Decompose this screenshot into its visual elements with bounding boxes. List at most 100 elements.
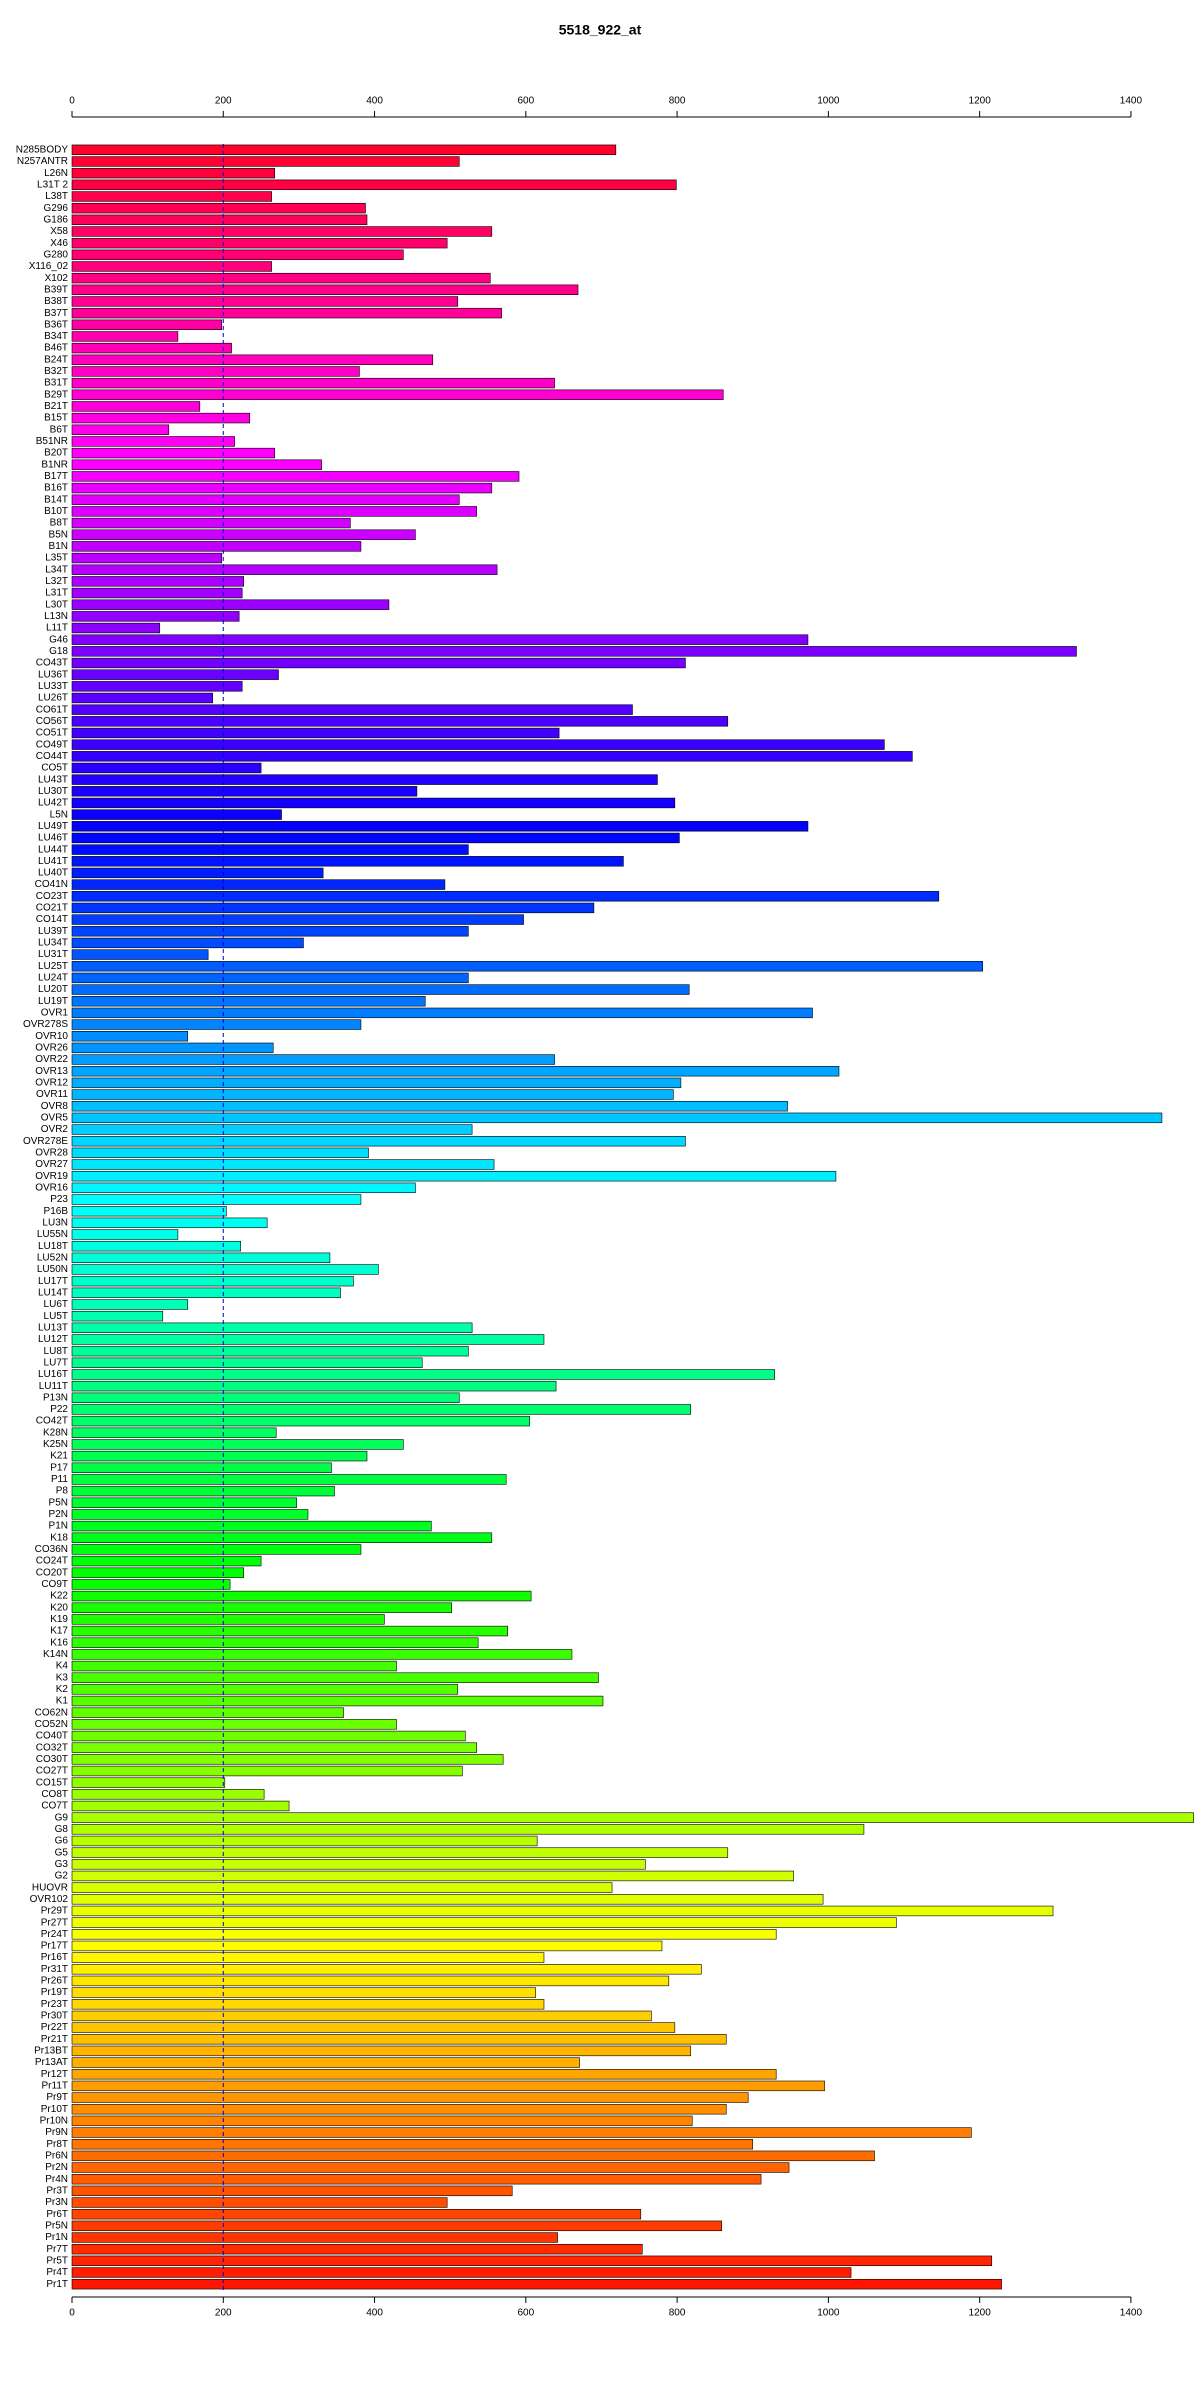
y-tick-label: B14T [44,494,68,505]
y-tick-label: CO44T [36,751,68,762]
y-tick-label: OVR10 [35,1031,68,1042]
y-tick-label: Pr26T [41,1976,68,1987]
y-tick-label: B24T [44,354,68,365]
y-tick-label: Pr8T [46,2139,68,2150]
bar [71,809,282,820]
bar [71,156,460,167]
y-tick-label: CO30T [36,1754,68,1765]
bar [71,1450,368,1462]
y-tick-label: Pr1T [46,2279,68,2290]
bar [71,2045,692,2057]
bar [71,961,983,972]
bar [71,1334,545,1345]
bar [71,996,426,1007]
bar [71,436,235,447]
y-tick-label: LU20T [38,984,68,995]
y-tick-label: P1N [49,1521,68,1532]
bar [71,1007,813,1019]
bar [71,599,390,610]
bar [71,447,276,459]
y-tick-label: LU50N [37,1264,68,1275]
bar [71,1812,1195,1823]
bar [71,377,555,389]
x-tick-label: 1200 [969,2308,992,2319]
y-tick-label: CO51T [36,728,68,739]
bar [71,2220,723,2232]
bar [71,412,251,424]
bar [71,1964,702,1975]
y-tick-label: G296 [44,203,69,214]
bar [71,2267,852,2278]
x-tick-label: 200 [215,2308,232,2319]
bar [71,926,469,937]
y-tick-label: K3 [56,1672,69,1683]
y-tick-label: Pr6T [46,2209,68,2220]
y-tick-label: Pr2N [45,2162,68,2173]
y-tick-label: P22 [50,1404,68,1415]
y-tick-label: CO23T [36,891,68,902]
x-tick-label: 800 [669,96,686,107]
bar [71,564,498,575]
y-tick-label: Pr30T [41,2011,68,2022]
bar [71,891,940,902]
x-tick-label: 1200 [969,96,992,107]
y-tick-label: K1 [56,1696,69,1707]
bar [71,739,885,750]
bar [71,2022,676,2033]
bar [71,249,404,260]
bar [71,2162,790,2173]
x-tick-label: 600 [517,96,534,107]
bar [71,517,351,529]
bar [71,914,524,925]
bar [71,984,690,995]
y-tick-label: P5N [49,1497,68,1508]
bar [71,1392,460,1403]
y-tick-label: LU16T [38,1369,68,1380]
bar [71,1345,469,1357]
bar [71,1462,332,1473]
bar [71,179,677,191]
bar [71,1859,646,1870]
y-tick-label: K28N [43,1427,68,1438]
y-tick-label: CO62N [35,1707,68,1718]
y-tick-label: K25N [43,1439,68,1450]
x-tick-label: 600 [517,2308,534,2319]
bar [71,1089,674,1100]
bar [71,1439,404,1450]
bar [71,354,434,365]
bar [71,1299,189,1310]
y-tick-label: G6 [55,1836,69,1847]
bar [71,797,676,809]
bar [71,2197,448,2208]
bar [71,2139,754,2150]
y-tick-label: B37T [44,308,68,319]
bar [71,832,680,844]
bar [71,692,213,704]
y-tick-label: K19 [50,1614,68,1625]
bar [71,2034,727,2045]
bar [71,237,448,249]
y-tick-label: L30T [45,599,68,610]
y-tick-label: LU43T [38,774,68,785]
bar [71,1369,775,1380]
bar [71,634,809,645]
y-tick-label: P8 [56,1486,69,1497]
y-tick-label: CO32T [36,1742,68,1753]
y-tick-label: B36T [44,319,68,330]
bar [71,1229,179,1240]
bar [71,296,459,307]
y-tick-label: OVR12 [35,1078,68,1089]
x-tick-label: 0 [69,2308,75,2319]
y-tick-label: B8T [50,518,68,529]
y-tick-label: K21 [50,1451,68,1462]
bar [71,1404,692,1415]
bar [71,471,520,482]
y-tick-label: B6T [50,424,68,435]
bar [71,1135,686,1147]
y-tick-label: OVR2 [41,1124,69,1135]
bar [71,2010,652,2022]
y-tick-label: Pr3N [45,2197,68,2208]
bar [71,657,686,669]
bar [71,1520,432,1532]
